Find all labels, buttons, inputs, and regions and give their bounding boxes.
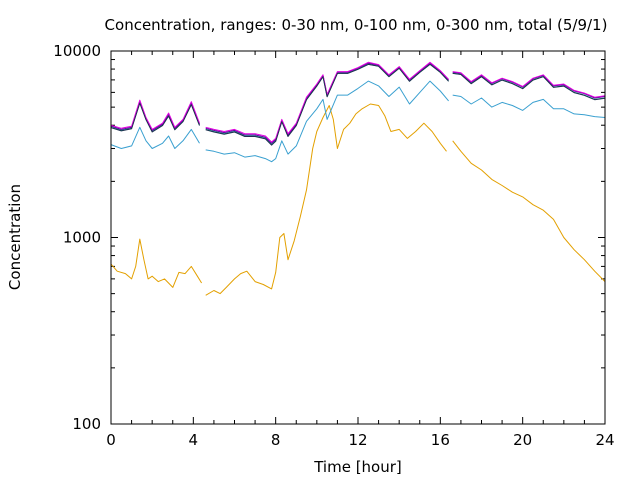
y-tick-label: 1000 bbox=[63, 229, 101, 247]
plot-frame bbox=[110, 50, 606, 425]
x-axis-label: Time [hour] bbox=[313, 458, 402, 476]
y-tick-label: 100 bbox=[72, 415, 101, 433]
x-tick-label: 24 bbox=[595, 431, 614, 449]
x-tick-label: 16 bbox=[431, 431, 450, 449]
series-line-2 bbox=[110, 80, 606, 163]
x-tick-label: 20 bbox=[513, 431, 532, 449]
chart-title: Concentration, ranges: 0-30 nm, 0-100 nm… bbox=[105, 16, 608, 34]
axis-ticks: 0 4 8 12 16 20 24 100 1000 10000 bbox=[53, 42, 614, 449]
series-layer bbox=[110, 61, 606, 296]
y-tick-label: 10000 bbox=[53, 42, 101, 60]
y-axis-label: Concentration bbox=[6, 184, 24, 290]
series-line-1 bbox=[110, 103, 606, 296]
x-tick-label: 8 bbox=[271, 431, 281, 449]
series-line-5 bbox=[110, 61, 606, 143]
series-line-4 bbox=[110, 62, 606, 144]
series-line-6 bbox=[110, 63, 606, 146]
x-tick-label: 4 bbox=[189, 431, 199, 449]
x-tick-label: 0 bbox=[106, 431, 116, 449]
x-tick-label: 12 bbox=[348, 431, 367, 449]
